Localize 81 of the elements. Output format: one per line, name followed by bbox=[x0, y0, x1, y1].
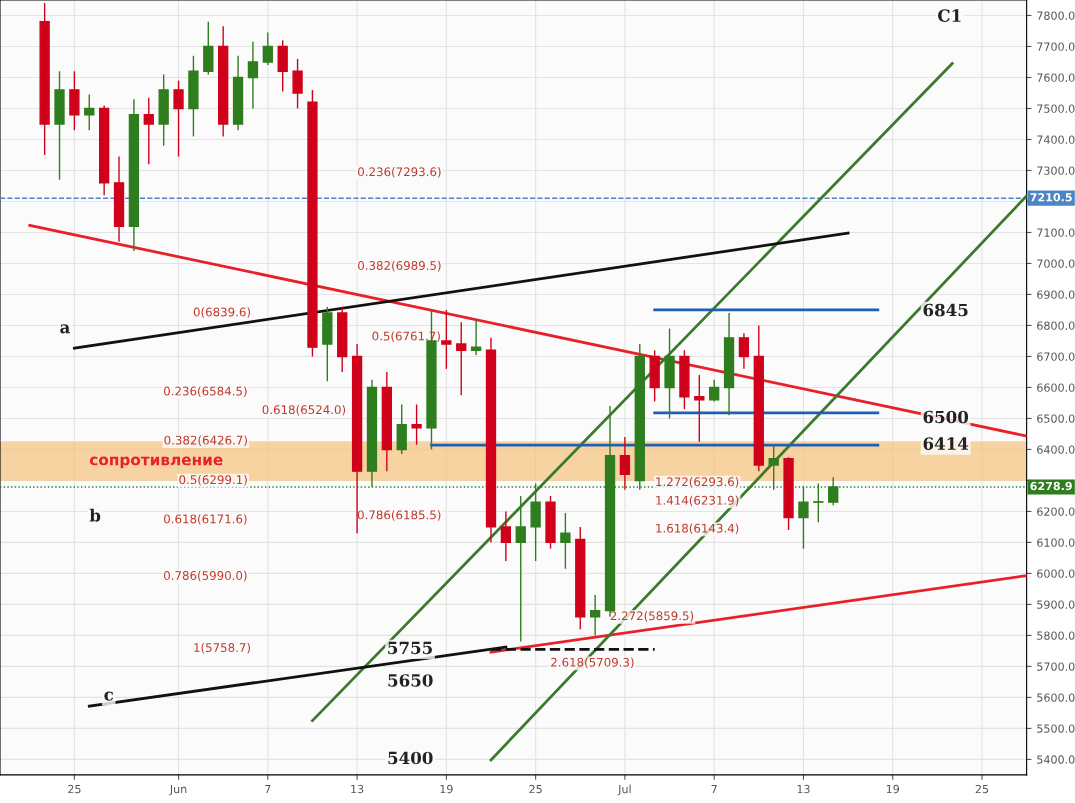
annotation: 0.786(5990.0) bbox=[164, 570, 247, 582]
annotation: a bbox=[60, 324, 70, 334]
ref-line-label: 6278.9 bbox=[1030, 481, 1072, 491]
annotation: b bbox=[89, 508, 101, 522]
candlestick bbox=[456, 321, 467, 396]
y-tick-label: 5900.0 bbox=[1037, 600, 1075, 609]
candlestick bbox=[143, 96, 154, 165]
y-tick-label: 6200.0 bbox=[1037, 507, 1075, 516]
x-tick-label: 13 bbox=[797, 784, 810, 794]
annotation: 6414 bbox=[923, 437, 969, 450]
y-tick-label: 5500.0 bbox=[1037, 724, 1075, 733]
y-tick-label: 6400.0 bbox=[1037, 445, 1075, 454]
candlestick bbox=[694, 374, 705, 443]
ref-line-label: 7210.5 bbox=[1030, 193, 1072, 202]
y-tick-label: 5700.0 bbox=[1037, 662, 1075, 671]
candlestick bbox=[262, 31, 273, 66]
y-tick-label: 6600.0 bbox=[1037, 383, 1075, 392]
y-tick-label: 7300.0 bbox=[1037, 166, 1075, 175]
x-tick-label: 19 bbox=[440, 784, 453, 794]
x-tick-label: 25 bbox=[529, 784, 542, 794]
y-tick-label: 5800.0 bbox=[1037, 631, 1075, 640]
annotation: 6845 bbox=[923, 303, 968, 317]
y-tick-label: 7500.0 bbox=[1037, 104, 1075, 113]
annotation: 1.618(6143.4) bbox=[656, 523, 739, 535]
annotation: 0.618(6524.0) bbox=[262, 404, 346, 416]
candlestick bbox=[515, 495, 526, 643]
candlestick bbox=[619, 436, 631, 491]
y-tick-label: 5600.0 bbox=[1037, 693, 1075, 702]
annotation: 1.414(6231.9) bbox=[656, 495, 739, 507]
candlestick bbox=[247, 41, 259, 110]
annotation: 0.786(6185.5) bbox=[357, 510, 441, 521]
annotation: 5400 bbox=[388, 751, 433, 765]
y-tick-label: 6000.0 bbox=[1037, 569, 1075, 578]
candlestick bbox=[560, 512, 571, 570]
candlestick bbox=[84, 93, 95, 131]
candlestick bbox=[441, 309, 452, 370]
x-tick-label: 13 bbox=[351, 784, 364, 794]
candlestick bbox=[589, 594, 601, 637]
x-tick-label: 7 bbox=[265, 784, 271, 794]
annotation: C1 bbox=[938, 9, 961, 22]
y-tick-label: 6700.0 bbox=[1037, 352, 1075, 361]
candlestick bbox=[768, 444, 779, 491]
candlestick bbox=[738, 332, 750, 370]
annotation: 2.618(5709.3) bbox=[551, 657, 634, 669]
annotation: 6500 bbox=[923, 410, 969, 424]
candlestick bbox=[500, 510, 512, 562]
annotation: 0.236(7293.6) bbox=[358, 167, 441, 178]
candlestick bbox=[470, 318, 482, 356]
candlestick bbox=[292, 58, 303, 110]
y-tick-label: 7000.0 bbox=[1037, 259, 1075, 268]
x-tick-label: 7 bbox=[711, 784, 717, 794]
x-tick-label: 25 bbox=[975, 784, 989, 794]
annotation: 0.5(6299.1) bbox=[179, 475, 247, 486]
annotation: 0.382(6426.7) bbox=[164, 435, 247, 446]
x-tick-label: Jun bbox=[169, 784, 187, 796]
annotation: 1.272(6293.6) bbox=[656, 477, 739, 488]
x-tick-label: 25 bbox=[68, 784, 81, 794]
annotation: 5650 bbox=[388, 674, 433, 687]
annotation: 0.382(6989.5) bbox=[358, 260, 441, 272]
y-tick-label: 7100.0 bbox=[1037, 228, 1075, 237]
y-tick-label: 7400.0 bbox=[1037, 135, 1075, 144]
candlestick bbox=[411, 403, 422, 446]
y-tick-label: 6900.0 bbox=[1037, 290, 1075, 299]
annotation: 0(6839.6) bbox=[193, 307, 251, 318]
y-tick-label: 7700.0 bbox=[1037, 42, 1075, 51]
y-tick-label: 6500.0 bbox=[1037, 414, 1075, 423]
y-tick-label: 7600.0 bbox=[1037, 73, 1075, 82]
annotation: c bbox=[104, 691, 114, 701]
band-label: сопротивление bbox=[89, 456, 223, 469]
x-tick-label: 19 bbox=[886, 784, 900, 794]
y-tick-label: 5400.0 bbox=[1037, 755, 1075, 764]
annotation: 0.236(6584.5) bbox=[164, 386, 247, 397]
annotation: 0.618(6171.6) bbox=[164, 514, 247, 525]
y-tick-label: 6100.0 bbox=[1037, 538, 1075, 547]
x-tick-label: Jul bbox=[617, 784, 631, 796]
y-tick-label: 6800.0 bbox=[1037, 321, 1075, 330]
annotation: 1(5758.7) bbox=[194, 642, 251, 654]
annotation: 2.272(5859.5) bbox=[610, 611, 694, 622]
annotation: 5755 bbox=[388, 641, 432, 655]
y-tick-label: 7800.0 bbox=[1037, 11, 1075, 20]
candlestick bbox=[173, 79, 184, 158]
